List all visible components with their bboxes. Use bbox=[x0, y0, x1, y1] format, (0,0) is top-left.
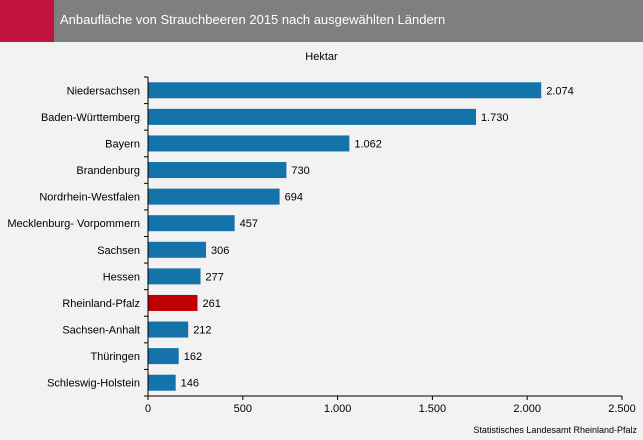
value-label: 1.062 bbox=[354, 138, 382, 150]
bar bbox=[148, 294, 198, 311]
bar bbox=[148, 268, 201, 285]
bar bbox=[148, 215, 235, 232]
x-tick-label: 0 bbox=[145, 403, 151, 415]
bar bbox=[148, 135, 350, 152]
category-label: Hessen bbox=[103, 271, 140, 283]
category-label: Mecklenburg- Vorpommern bbox=[7, 218, 140, 230]
bar bbox=[148, 82, 542, 99]
bar bbox=[148, 321, 189, 338]
value-label: 1.730 bbox=[481, 112, 509, 124]
value-label: 212 bbox=[193, 325, 211, 337]
category-label: Sachsen-Anhalt bbox=[62, 325, 140, 337]
category-label: Niedersachsen bbox=[67, 85, 140, 97]
unit-label: Hektar bbox=[305, 51, 338, 63]
x-tick-label: 1.500 bbox=[419, 403, 447, 415]
value-label: 730 bbox=[291, 165, 309, 177]
bar bbox=[148, 348, 179, 365]
chart-header: Anbaufläche von Strauchbeeren 2015 nach … bbox=[0, 0, 643, 42]
bar bbox=[148, 108, 477, 125]
bar bbox=[148, 188, 280, 205]
bar bbox=[148, 162, 287, 179]
value-label: 146 bbox=[181, 378, 199, 390]
value-label: 306 bbox=[211, 245, 229, 257]
category-label: Brandenburg bbox=[76, 165, 140, 177]
category-label: Thüringen bbox=[90, 351, 140, 363]
value-label: 694 bbox=[285, 192, 303, 204]
bar bbox=[148, 241, 207, 258]
category-label: Sachsen bbox=[97, 245, 140, 257]
source-note: Statistisches Landesamt Rheinland-Pfalz bbox=[473, 425, 637, 435]
value-label: 2.074 bbox=[546, 85, 574, 97]
chart-title: Anbaufläche von Strauchbeeren 2015 nach … bbox=[60, 12, 446, 27]
x-tick-label: 1.000 bbox=[324, 403, 352, 415]
category-label: Schleswig-Holstein bbox=[47, 378, 140, 390]
category-label: Nordrhein-Westfalen bbox=[39, 192, 140, 204]
x-tick-label: 2.500 bbox=[608, 403, 636, 415]
value-label: 277 bbox=[206, 271, 224, 283]
header-accent bbox=[0, 0, 54, 42]
value-label: 261 bbox=[202, 298, 220, 310]
category-label: Rheinland-Pfalz bbox=[62, 298, 140, 310]
category-label: Baden-Württemberg bbox=[41, 112, 140, 124]
value-label: 162 bbox=[184, 351, 202, 363]
value-label: 457 bbox=[240, 218, 258, 230]
bar bbox=[148, 374, 176, 391]
x-tick-label: 500 bbox=[234, 403, 252, 415]
category-label: Bayern bbox=[105, 138, 140, 150]
x-tick-label: 2.000 bbox=[513, 403, 541, 415]
